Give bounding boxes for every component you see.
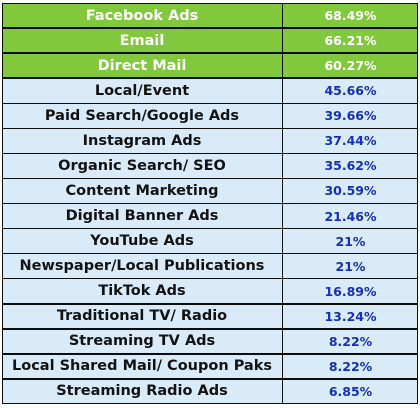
row-divider (2, 102, 418, 104)
table-row: Content Marketing 30.59% (2, 178, 418, 204)
table-row: Email 66.21% (2, 28, 418, 54)
table-row: YouTube Ads 21% (2, 228, 418, 254)
row-value: 45.66% (324, 83, 377, 99)
table-row: Local/Event 45.66% (2, 78, 418, 104)
row-divider (2, 52, 418, 54)
row-label: Traditional TV/ Radio (2, 303, 283, 329)
table-row: Streaming Radio Ads 6.85% (2, 378, 418, 404)
row-label: Local/Event (2, 78, 283, 104)
row-divider (2, 277, 418, 280)
table-row: Traditional TV/ Radio 13.24% (2, 303, 418, 329)
row-value: 21% (335, 233, 366, 249)
channel-table: Facebook Ads 68.49% Email 66.21% Direct Mail… (2, 3, 418, 404)
table-row: Direct Mail 60.27% (2, 53, 418, 79)
row-value: 21.46% (324, 208, 377, 224)
row-label: Instagram Ads (2, 128, 283, 154)
table-row: Organic Search/ SEO 35.62% (2, 153, 418, 179)
table-row: Newspaper/Local Publications 21% (2, 253, 418, 279)
row-label: TikTok Ads (2, 278, 283, 304)
row-divider (2, 77, 418, 79)
table-row: TikTok Ads 16.89% (2, 278, 418, 304)
row-divider (2, 227, 418, 230)
row-label: Streaming Radio Ads (2, 378, 283, 404)
row-value: 37.44% (324, 133, 377, 149)
row-divider (2, 27, 418, 29)
row-value: 30.59% (324, 183, 377, 199)
row-label: Content Marketing (2, 178, 283, 204)
table-row: Local Shared Mail/ Coupon Paks 8.22% (2, 353, 418, 379)
row-value: 16.89% (324, 283, 377, 299)
row-value: 13.24% (324, 308, 377, 324)
row-divider (2, 177, 418, 180)
row-divider (2, 303, 418, 305)
row-value: 6.85% (328, 383, 373, 399)
row-divider (2, 328, 418, 330)
row-divider (2, 252, 418, 255)
row-label: YouTube Ads (2, 228, 283, 254)
row-divider (2, 378, 418, 380)
row-value: 8.22% (328, 333, 373, 349)
row-label: Local Shared Mail/ Coupon Paks (2, 353, 283, 379)
row-value: 21% (335, 258, 366, 274)
row-label: Direct Mail (2, 53, 283, 79)
row-value: 68.49% (324, 8, 377, 24)
row-value: 66.21% (324, 33, 377, 49)
row-label: Digital Banner Ads (2, 203, 283, 229)
table-row: Streaming TV Ads 8.22% (2, 328, 418, 354)
row-divider (2, 202, 418, 205)
table-row: Digital Banner Ads 21.46% (2, 203, 418, 229)
row-value: 60.27% (324, 58, 377, 74)
row-label: Organic Search/ SEO (2, 153, 283, 179)
row-value: 39.66% (324, 108, 377, 124)
row-divider (2, 353, 418, 355)
row-value: 8.22% (328, 358, 373, 374)
row-divider (2, 127, 418, 130)
row-label: Streaming TV Ads (2, 328, 283, 354)
row-value: 35.62% (324, 158, 377, 174)
table-row: Facebook Ads 68.49% (2, 3, 418, 29)
row-divider (2, 152, 418, 155)
row-label: Newspaper/Local Publications (2, 253, 283, 279)
row-label: Facebook Ads (2, 3, 283, 29)
row-label: Email (2, 28, 283, 54)
table-row: Instagram Ads 37.44% (2, 128, 418, 154)
table-row: Paid Search/Google Ads 39.66% (2, 103, 418, 129)
row-label: Paid Search/Google Ads (2, 103, 283, 129)
